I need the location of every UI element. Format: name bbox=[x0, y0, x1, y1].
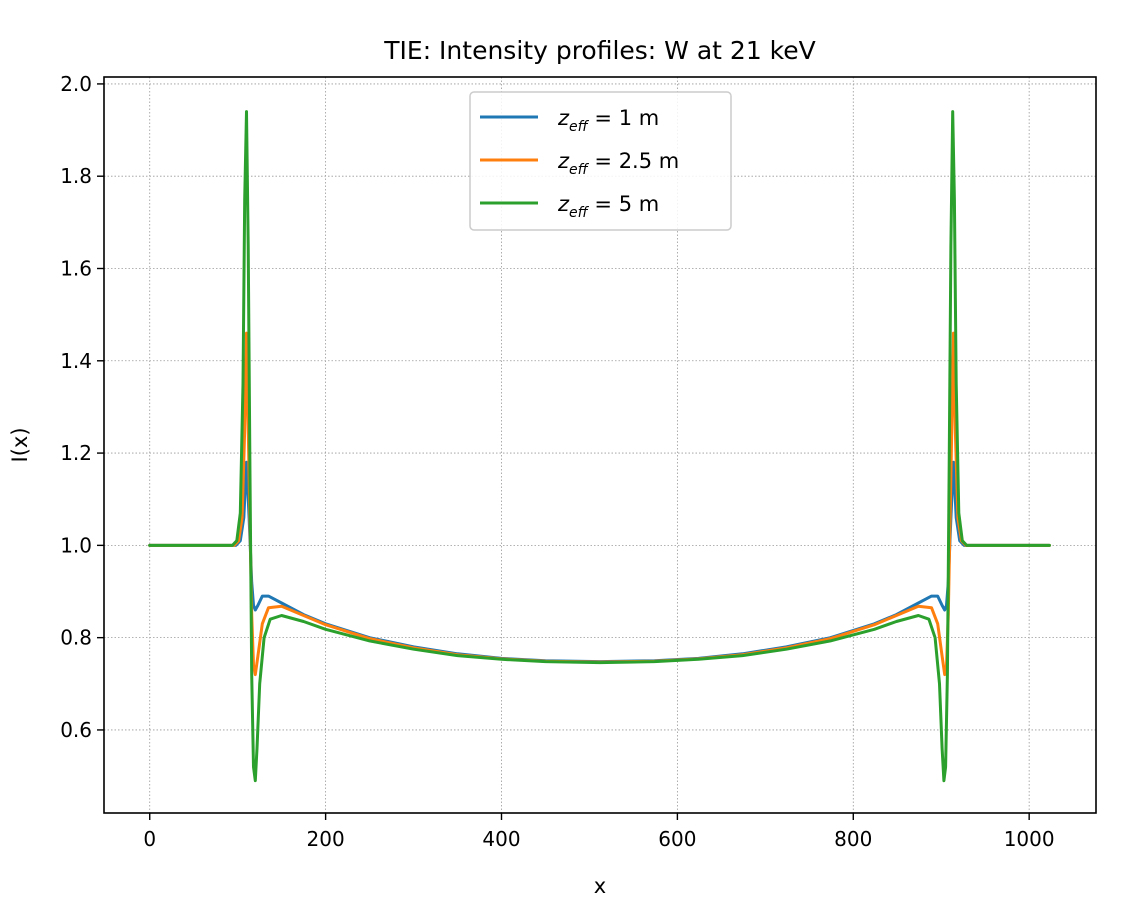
y-tick-label: 0.6 bbox=[60, 718, 92, 742]
x-tick-label: 800 bbox=[834, 827, 872, 851]
y-tick-label: 0.8 bbox=[60, 626, 92, 650]
y-tick-label: 1.2 bbox=[60, 441, 92, 465]
x-tick-label: 0 bbox=[143, 827, 156, 851]
series-line-3 bbox=[148, 110, 1051, 783]
y-tick-label: 2.0 bbox=[60, 72, 92, 96]
axis-ticks: 0 200 400 600 800 1000 0.6 0.8 1.0 1.2 1.4 1.6 1.8 2.… bbox=[60, 72, 1054, 851]
x-tick-label: 1000 bbox=[1004, 827, 1055, 851]
legend-box bbox=[469, 91, 732, 231]
legend-label: zeff = 5 m bbox=[557, 192, 659, 221]
legend: zeff = 1 m zeff = 2.5 m zeff = 5 m bbox=[469, 91, 732, 231]
y-tick-label: 1.8 bbox=[60, 164, 92, 188]
chart-title: TIE: Intensity profiles: W at 21 keV bbox=[383, 36, 816, 65]
axes-frame bbox=[103, 76, 1097, 814]
y-tick-label: 1.4 bbox=[60, 349, 92, 373]
series-lines bbox=[148, 110, 1051, 783]
y-tick-label: 1.6 bbox=[60, 256, 92, 280]
legend-label: zeff = 1 m bbox=[557, 106, 659, 135]
grid bbox=[104, 77, 1096, 813]
x-axis-label: x bbox=[594, 874, 606, 898]
x-tick-label: 600 bbox=[658, 827, 696, 851]
x-tick-label: 200 bbox=[307, 827, 345, 851]
y-tick-label: 1.0 bbox=[60, 533, 92, 557]
legend-label: zeff = 2.5 m bbox=[557, 149, 679, 178]
y-axis-label: I(x) bbox=[8, 427, 32, 462]
x-tick-label: 400 bbox=[482, 827, 520, 851]
